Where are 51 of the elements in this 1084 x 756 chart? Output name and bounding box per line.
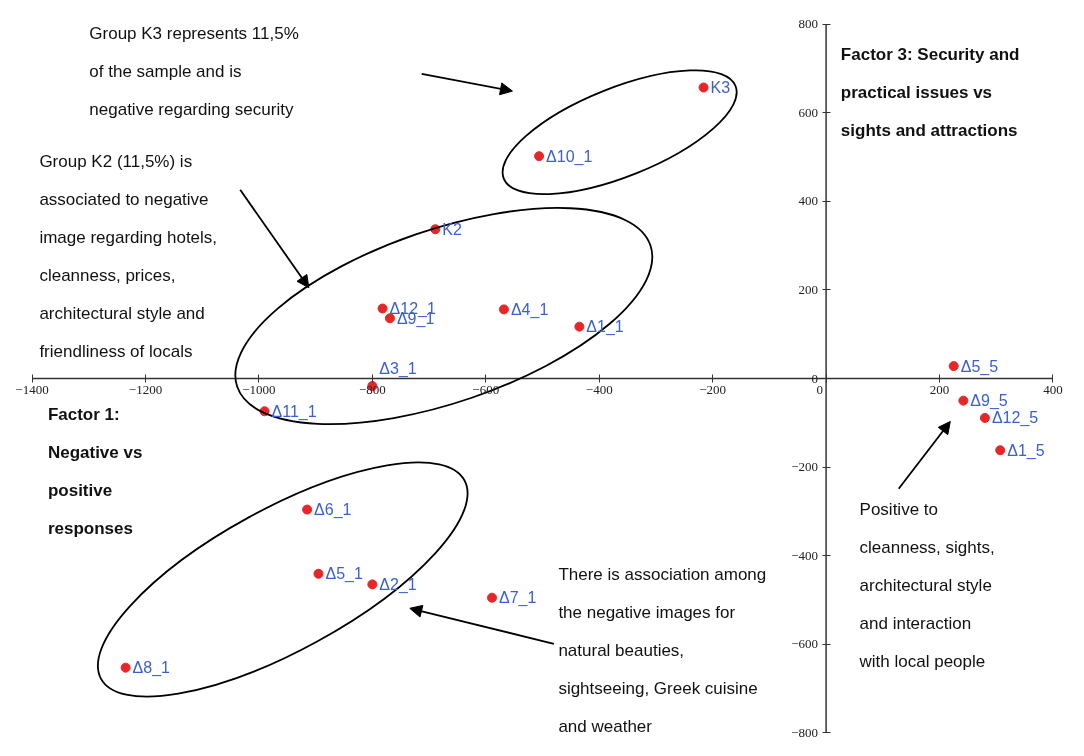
point: [367, 579, 378, 590]
annotation: Δ5_5: [960, 357, 999, 376]
annotation: Δ3_1: [379, 359, 417, 378]
annotation: Δ10_1: [546, 147, 593, 166]
point: [487, 592, 498, 603]
annotation: There is association among the negative images for natural beauties, sightseeing, Greek cuisine and weather: [558, 565, 767, 737]
x-tick-label: −400: [585, 381, 613, 397]
annotation: Δ4_1: [510, 300, 549, 319]
point: [302, 504, 313, 515]
x-tick-label: −600: [472, 381, 500, 397]
annotation: Δ7_1: [499, 589, 537, 608]
point: [120, 662, 131, 673]
point: [377, 303, 388, 314]
x-tick-label: −1200: [128, 381, 163, 397]
annotation: K3: [710, 79, 731, 97]
point: [498, 304, 509, 315]
x-tick-label: 400: [1043, 381, 1063, 397]
x-tick-label: 200: [929, 381, 950, 397]
y-tick-label: −600: [791, 636, 819, 652]
annotation: Δ12_5: [991, 409, 1039, 428]
annotation: Δ6_1: [314, 501, 352, 520]
annotation: Positive to cleanness, sights, architectural style and interaction with local people: [858, 500, 995, 672]
annotation: Δ1_5: [1007, 441, 1045, 460]
x-tick-label: −200: [699, 381, 727, 397]
annotation: Group K2 (11,5%) is associated to negative image regarding hotels, cleanness, prices, architectural style and friendliness of locals: [39, 151, 218, 361]
x-axis-title: Factor 1: Negative vs positive responses: [47, 405, 143, 539]
point: [574, 321, 585, 332]
annotation: Δ5_1: [325, 565, 363, 584]
x-tick-label: −800: [358, 381, 386, 397]
point: [313, 568, 324, 579]
y-tick-label: 200: [798, 281, 819, 297]
point: [995, 445, 1006, 456]
annotation: Δ8_1: [132, 659, 171, 678]
y-tick-label: 600: [798, 104, 819, 120]
x-tick-label: −1000: [242, 381, 276, 397]
point: [979, 412, 990, 423]
y-tick-label: −400: [791, 547, 819, 563]
point: [698, 82, 709, 93]
y-tick-label: 400: [798, 193, 819, 209]
y-axis-title: Factor 3: Security and practical issues vs sights and attractions: [840, 45, 1020, 141]
y-tick-label: −200: [791, 459, 819, 475]
annotation: K2: [442, 220, 462, 238]
point: [958, 395, 969, 406]
point: [948, 361, 959, 372]
annotation: Δ9_5: [970, 392, 1008, 411]
point: [534, 151, 545, 162]
annotation: Δ11_1: [271, 402, 317, 421]
annotation: Group K3 represents 11,5% of the sample and is negative regarding security: [89, 24, 299, 120]
x-tick-label: −1400: [15, 381, 49, 397]
y-tick-label: −800: [791, 724, 819, 740]
y-tick-label: 800: [798, 16, 819, 32]
